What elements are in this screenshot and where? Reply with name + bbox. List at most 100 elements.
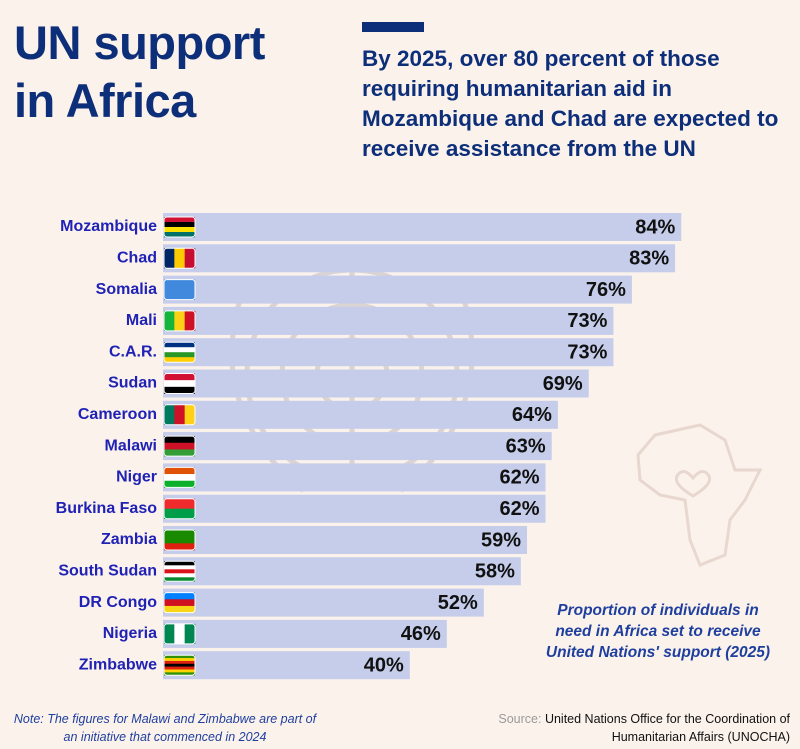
flag bbox=[163, 404, 196, 426]
bar bbox=[163, 557, 521, 586]
flag-stripe bbox=[164, 279, 195, 300]
flag-stripe bbox=[164, 660, 195, 665]
category-label: South Sudan bbox=[58, 563, 157, 580]
bar bbox=[163, 619, 447, 648]
flag-stripe bbox=[164, 508, 195, 519]
value-label: 62% bbox=[500, 498, 540, 520]
flag-stripe bbox=[164, 655, 195, 659]
flag-border bbox=[163, 310, 196, 332]
flag-stripe bbox=[164, 536, 195, 544]
value-label: 83% bbox=[629, 248, 669, 270]
flag-border bbox=[163, 216, 196, 238]
category-label: Niger bbox=[116, 469, 157, 486]
bar bbox=[163, 651, 410, 680]
category-label: Malawi bbox=[105, 437, 157, 454]
category-label: Zambia bbox=[101, 531, 157, 548]
value-label: 63% bbox=[506, 435, 546, 457]
flag-stripe bbox=[164, 543, 195, 551]
flag bbox=[163, 435, 196, 457]
flag bbox=[163, 560, 196, 582]
flag bbox=[163, 247, 196, 269]
bar bbox=[163, 213, 682, 241]
category-label: Burkina Faso bbox=[56, 500, 158, 517]
flag-border bbox=[163, 466, 196, 488]
africa-icon bbox=[636, 423, 763, 567]
source-label: Source: bbox=[498, 712, 542, 726]
flag-border bbox=[163, 373, 196, 394]
flag-stripe bbox=[164, 310, 175, 331]
value-label: 64% bbox=[512, 404, 552, 426]
flag bbox=[163, 654, 196, 676]
flag-stripe bbox=[164, 352, 195, 358]
flag-border bbox=[163, 560, 196, 582]
flag bbox=[163, 466, 196, 488]
flag bbox=[163, 279, 196, 301]
bar bbox=[163, 275, 632, 304]
value-label: 76% bbox=[586, 279, 626, 301]
flag-stripe bbox=[164, 474, 195, 482]
flag bbox=[163, 498, 196, 520]
flag-stripe bbox=[164, 663, 195, 667]
bar bbox=[163, 494, 546, 523]
category-label: Mozambique bbox=[60, 218, 157, 235]
category-label: C.A.R. bbox=[109, 343, 157, 360]
bar bbox=[163, 463, 546, 492]
bar bbox=[163, 338, 614, 367]
flag-stripe bbox=[174, 623, 185, 644]
flag-border bbox=[163, 529, 196, 551]
flag-border bbox=[163, 279, 196, 301]
flag-stripe bbox=[164, 605, 195, 613]
flag-stripe bbox=[164, 217, 195, 223]
category-label: Mali bbox=[126, 312, 157, 329]
source: Source: United Nations Office for the Co… bbox=[430, 710, 790, 746]
flag-stripe bbox=[164, 561, 195, 566]
flag-stripe bbox=[164, 449, 195, 457]
flag-stripe bbox=[164, 342, 195, 348]
flag-stripe bbox=[164, 672, 195, 676]
title: UN support in Africa bbox=[14, 16, 265, 127]
accent-bar bbox=[362, 22, 424, 32]
flag bbox=[163, 623, 196, 645]
flag bbox=[163, 592, 196, 614]
subtitle: By 2025, over 80 percent of those requir… bbox=[362, 46, 779, 161]
flag-stripe bbox=[174, 310, 185, 331]
bar bbox=[163, 588, 484, 617]
bar bbox=[163, 400, 558, 429]
flag-border bbox=[163, 592, 196, 614]
flag-stripe bbox=[164, 386, 195, 394]
flag bbox=[163, 216, 196, 238]
flag-stripe bbox=[164, 467, 195, 475]
bar bbox=[163, 369, 589, 398]
bar bbox=[163, 306, 614, 335]
category-label: Cameroon bbox=[78, 406, 157, 423]
bar bbox=[163, 432, 552, 461]
bar bbox=[163, 526, 528, 554]
flag-stripe bbox=[164, 380, 195, 388]
flag-stripe bbox=[164, 569, 195, 574]
flag-border bbox=[163, 247, 196, 269]
category-label: Chad bbox=[117, 250, 157, 267]
flag-border bbox=[163, 341, 196, 363]
flag-stripe bbox=[164, 565, 195, 570]
category-label: Somalia bbox=[96, 281, 157, 298]
category-label: Nigeria bbox=[103, 625, 157, 642]
value-label: 52% bbox=[438, 592, 478, 614]
flag-stripe bbox=[164, 436, 195, 444]
category-label: Sudan bbox=[108, 375, 157, 392]
value-label: 62% bbox=[500, 467, 540, 489]
flag-stripe bbox=[164, 530, 195, 537]
flag-stripe bbox=[164, 669, 195, 673]
flag-stripe bbox=[164, 592, 195, 600]
flag-stripe bbox=[164, 373, 195, 381]
source-text: United Nations Office for the Coordinati… bbox=[544, 712, 790, 744]
flag-stripe bbox=[164, 232, 195, 238]
value-label: 84% bbox=[635, 216, 675, 238]
value-label: 73% bbox=[567, 310, 607, 332]
flag-stripe bbox=[164, 347, 195, 353]
flag-stripe bbox=[164, 577, 195, 582]
flag-stripe bbox=[164, 599, 195, 607]
flag-stripe bbox=[164, 623, 175, 644]
category-label: DR Congo bbox=[79, 594, 157, 611]
